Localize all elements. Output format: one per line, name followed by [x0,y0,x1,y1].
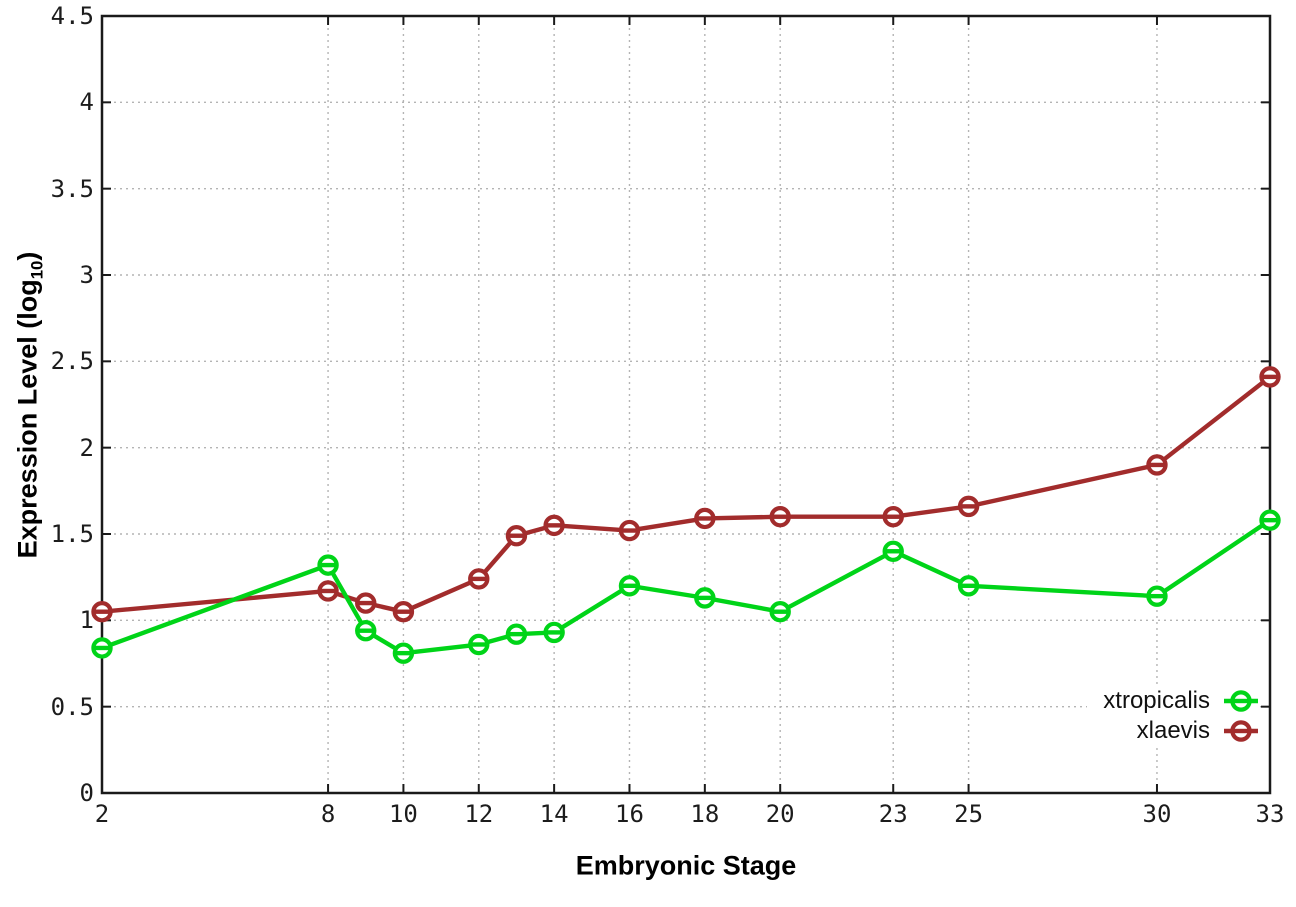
x-tick-label: 16 [615,800,644,828]
data-point-marker [91,601,113,623]
legend-item-xtropicalis: xtropicalis [1087,686,1260,716]
data-point-marker [694,587,716,609]
data-point-marker [543,621,565,644]
data-point-marker [317,554,339,576]
x-tick-label: 20 [765,800,795,828]
y-tick-label: 3.5 [50,174,94,203]
data-point-marker [543,514,565,537]
data-point-marker [1146,454,1168,476]
x-tick-label: 30 [1142,800,1172,828]
y-tick-label: 0 [79,779,94,807]
x-tick-label: 14 [539,800,569,828]
data-point-marker [317,580,339,602]
data-point-marker [355,619,377,642]
x-tick-label: 33 [1255,800,1285,828]
data-point-marker [1259,366,1281,388]
data-point-marker [1259,509,1281,531]
data-point-marker [957,575,980,597]
x-tick-label: 10 [388,800,418,828]
x-tick-label: 2 [94,800,110,828]
data-point-marker [91,637,113,659]
data-point-marker [505,623,528,645]
legend: xtropicalis xlaevis [1087,686,1260,746]
plot-border [100,14,1272,795]
data-point-marker [1146,585,1168,607]
data-point-marker [505,525,528,547]
data-point-marker [769,506,791,528]
data-point-marker [468,568,490,590]
series-xtropicalis [91,509,1281,664]
x-axis-title: Embryonic Stage [575,850,797,881]
x-tick-label: 25 [954,800,984,828]
y-tick-label: 1.5 [50,520,94,548]
data-point-marker [468,633,490,656]
legend-marker-xtropicalis [1224,690,1258,712]
axis-tick-marks [101,15,1271,794]
data-point-marker [618,575,641,597]
y-tick-label: 3 [79,261,94,289]
y-axis-title: Expression Level (log10) [12,252,47,559]
data-point-marker [957,495,980,518]
data-point-marker [355,592,377,614]
y-axis-title-subscript: 10 [27,260,47,280]
data-point-marker [882,540,904,562]
x-tick-label: 12 [464,800,494,828]
series-line-xlaevis [99,374,1273,614]
gridlines [102,16,1270,793]
legend-item-xlaevis: xlaevis [1120,716,1260,746]
data-point-marker [392,601,415,623]
x-tick-label: 8 [320,800,336,828]
legend-label-xlaevis: xlaevis [1136,717,1210,744]
data-point-marker [882,506,904,528]
y-tick-label: 4 [79,88,94,117]
legend-marker-xlaevis [1224,720,1258,742]
series-xlaevis [91,366,1281,623]
data-point-marker [618,519,641,542]
series-line-xtropicalis [99,517,1273,656]
legend-label-xtropicalis: xtropicalis [1103,687,1210,714]
x-tick-label: 18 [690,800,720,828]
y-axis-title-text: Expression Level (log [12,279,43,559]
y-tick-label: 0.5 [50,692,94,721]
y-axis-title-suffix: ) [12,251,43,261]
y-tick-label: 1 [79,606,94,635]
y-tick-label: 4.5 [50,2,94,30]
y-tick-label: 2 [79,433,94,462]
y-tick-label: 2.5 [50,347,94,376]
data-point-marker [769,601,791,623]
x-tick-label: 23 [878,800,908,828]
data-point-marker [694,507,716,530]
data-point-marker [392,642,415,664]
